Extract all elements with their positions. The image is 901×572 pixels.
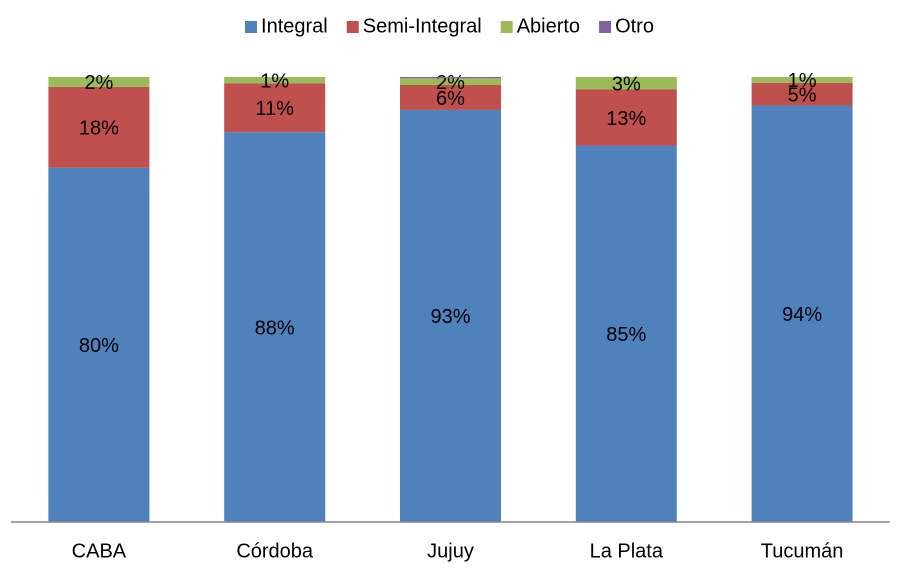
data-label: 1% [788,70,817,92]
bar-segment [48,77,150,87]
x-tick-label: La Plata [590,540,664,562]
bar-segment [575,77,677,90]
legend-swatch [346,21,359,33]
data-label: 6% [436,88,465,110]
bar-segment [400,78,501,86]
bar-segment [575,145,677,522]
bar-segment [224,132,326,522]
legend-swatch [245,21,258,33]
data-label: 2% [84,72,113,94]
data-label: 94% [782,304,822,326]
bar-segment [751,82,853,106]
legend-swatch [599,21,612,33]
data-label: 2% [436,72,465,94]
bar-segment [224,77,326,84]
bar-segment [575,89,677,146]
x-tick-label: Jujuy [427,540,474,562]
legend-label: Semi-Integral [363,15,482,37]
bar-segment [751,105,853,522]
x-tick-label: Tucumán [761,540,844,562]
bar-segment [48,86,150,168]
x-tick-label: Córdoba [236,540,314,562]
legend-label: Abierto [517,15,580,37]
legend-label: Otro [615,15,654,37]
bar-segment [400,109,501,523]
bar-segment [751,77,853,83]
bar-segment [400,85,501,110]
data-label: 85% [606,324,646,346]
data-label: 93% [430,306,470,328]
data-label: 13% [606,108,646,130]
data-label: 18% [79,118,119,140]
legend-label: Integral [261,15,328,37]
bar-segment [48,167,150,522]
bar-segment [400,77,501,79]
data-label: 1% [260,70,289,92]
data-label: 88% [255,317,295,339]
bar-segment [224,83,326,133]
x-tick-label: CABA [72,540,127,562]
data-label: 3% [612,74,641,96]
data-label: 5% [788,84,817,106]
data-label: 11% [255,98,294,120]
data-label: 80% [79,335,119,357]
legend-swatch [500,21,513,33]
